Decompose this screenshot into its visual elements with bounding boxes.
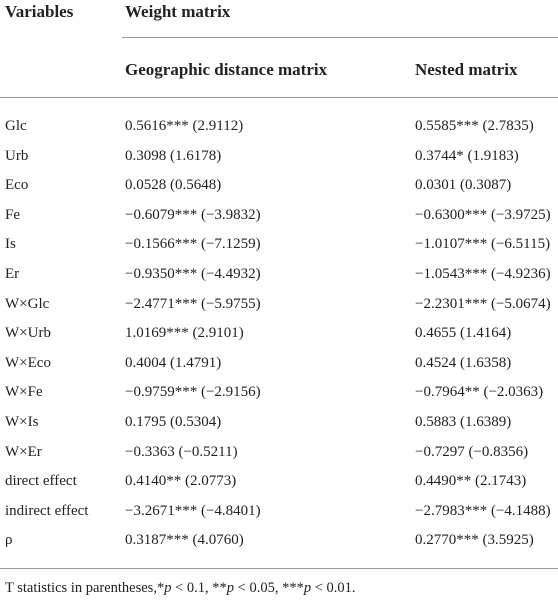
geographic-value: 0.0528 (0.5648) xyxy=(125,177,222,194)
geographic-value: −3.2671*** (−4.8401) xyxy=(125,502,261,519)
nested-value: 0.2770*** (3.5925) xyxy=(415,532,534,549)
footnote: T statistics in parentheses,*p < 0.1, **… xyxy=(5,580,356,597)
variable: W×Fe xyxy=(5,384,43,401)
footnote-part: < 0.1, ** xyxy=(171,580,227,596)
footnote-part: p xyxy=(303,580,312,596)
variable: indirect effect xyxy=(5,502,89,519)
nested-value: 0.4655 (1.4164) xyxy=(415,325,512,342)
rule xyxy=(0,568,558,569)
footnote-part: < 0.05, *** xyxy=(234,580,304,596)
footnote-part: < 0.01. xyxy=(311,580,356,596)
nested-value: 0.3744* (1.9183) xyxy=(415,147,519,164)
nested-value: −0.6300*** (−3.9725) xyxy=(415,206,551,223)
nested-value: 0.4490** (2.1743) xyxy=(415,473,527,490)
variable: Urb xyxy=(5,147,29,164)
header-variables: Variables xyxy=(5,2,74,21)
geographic-value: 1.0169*** (2.9101) xyxy=(125,325,244,342)
nested-value: 0.0301 (0.3087) xyxy=(415,177,512,194)
subheader-geographic: Geographic distance matrix xyxy=(125,60,328,79)
variable: Is xyxy=(5,236,16,253)
variable: W×Eco xyxy=(5,354,51,371)
subheader-nested: Nested matrix xyxy=(415,60,518,79)
geographic-value: 0.4004 (1.4791) xyxy=(125,354,222,371)
variable: direct effect xyxy=(5,473,77,490)
rule xyxy=(0,97,558,98)
nested-value: −2.2301*** (−5.0674) xyxy=(415,295,551,312)
nested-value: −1.0107*** (−6.5115) xyxy=(415,236,551,253)
geographic-value: 0.3187*** (4.0760) xyxy=(125,532,244,549)
geographic-value: 0.1795 (0.5304) xyxy=(125,414,222,430)
footnote-part: T statistics in parentheses,* xyxy=(5,580,165,596)
geographic-value: −0.9350*** (−4.4932) xyxy=(125,266,261,282)
variable: W×Glc xyxy=(5,295,50,312)
footnote-part: p xyxy=(226,580,235,596)
geographic-value: −0.1566*** (−7.1259) xyxy=(125,236,261,253)
footnote-part: p xyxy=(164,580,172,596)
nested-value: 0.5585*** (2.7835) xyxy=(415,118,534,134)
variable: ρ xyxy=(5,532,13,549)
geographic-value: 0.4140** (2.0773) xyxy=(125,473,237,490)
geographic-value: −0.6079*** (−3.9832) xyxy=(125,206,261,223)
nested-value: −0.7964** (−2.0363) xyxy=(415,384,544,401)
header-weight-matrix: Weight matrix xyxy=(125,2,231,21)
variable: W×Er xyxy=(5,443,42,460)
nested-value: −2.7983*** (−4.1488) xyxy=(415,502,551,519)
nested-value: 0.5883 (1.6389) xyxy=(415,414,512,430)
variable: Glc xyxy=(5,118,27,134)
variable: Eco xyxy=(5,177,29,194)
geographic-value: −2.4771*** (−5.9755) xyxy=(125,295,261,312)
nested-value: 0.4524 (1.6358) xyxy=(415,354,512,371)
geographic-value: −0.9759*** (−2.9156) xyxy=(125,384,261,401)
rule xyxy=(122,37,558,38)
geographic-value: 0.3098 (1.6178) xyxy=(125,147,222,164)
geographic-value: 0.5616*** (2.9112) xyxy=(125,118,244,134)
variable: Fe xyxy=(5,206,20,223)
variable: W×Urb xyxy=(5,325,51,342)
nested-value: −1.0543*** (−4.9236) xyxy=(415,266,551,282)
variable: W×Is xyxy=(5,414,39,430)
nested-value: −0.7297 (−0.8356) xyxy=(415,443,529,460)
variable: Er xyxy=(5,266,20,282)
geographic-value: −0.3363 (−0.5211) xyxy=(125,443,238,460)
